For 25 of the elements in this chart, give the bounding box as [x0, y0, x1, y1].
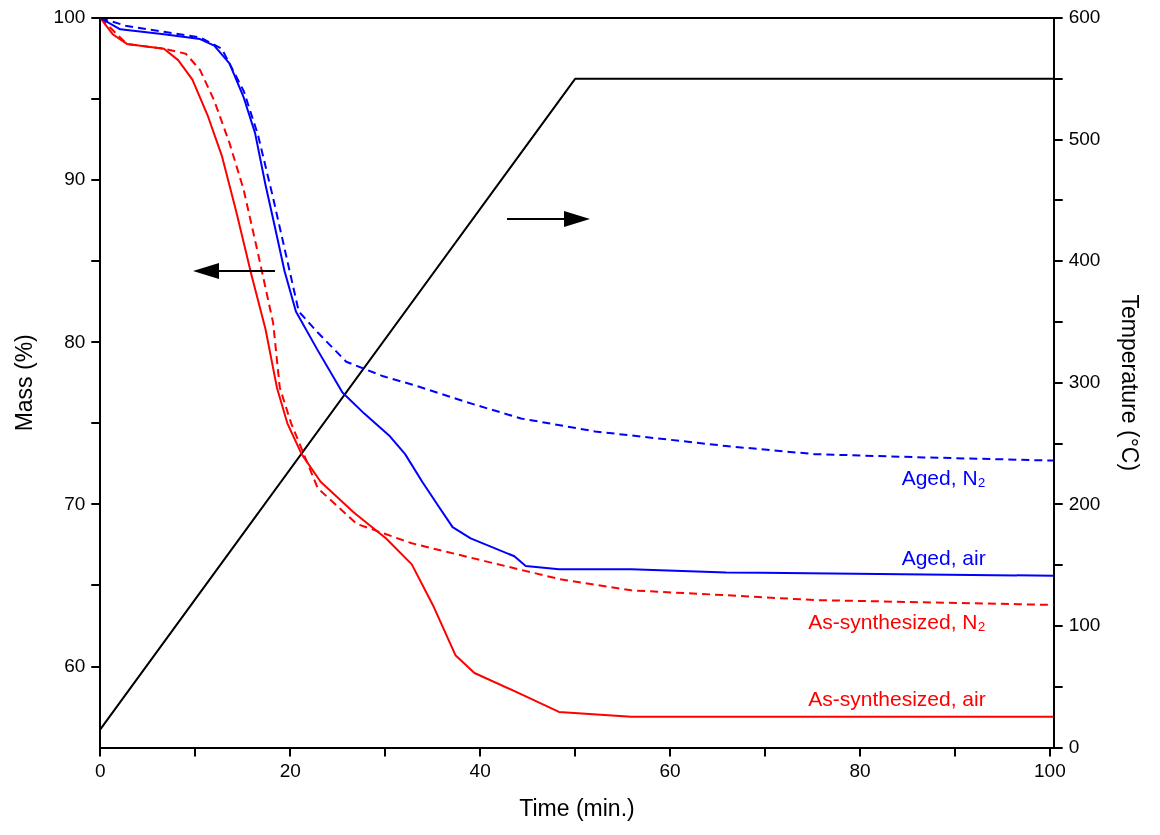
x-tick-label: 60 — [659, 760, 681, 782]
x-tick-label: 0 — [95, 760, 106, 782]
y2-tick-label: 600 — [1068, 6, 1101, 28]
x-axis-title: Time (min.) — [519, 794, 635, 821]
y-tick-label: 70 — [64, 492, 86, 514]
y2-tick-label: 500 — [1068, 127, 1101, 149]
series-label: As-synthesized, air — [808, 687, 986, 711]
x-tick-label: 80 — [849, 760, 871, 782]
y-tick-label: 60 — [64, 654, 86, 676]
y2-tick-label: 300 — [1068, 371, 1101, 393]
y2-tick-label: 200 — [1068, 492, 1101, 514]
y-tick-label: 100 — [53, 6, 86, 28]
x-tick-label: 20 — [279, 760, 301, 782]
x-tick-label: 100 — [1034, 760, 1066, 782]
y-tick-label: 90 — [64, 168, 86, 190]
y2-tick-label: 400 — [1068, 249, 1101, 271]
series-label: Aged, N₂ — [901, 465, 986, 489]
y-tick-label: 80 — [64, 330, 86, 352]
y2-tick-label: 0 — [1068, 735, 1080, 757]
series-label: Aged, air — [901, 546, 986, 570]
y2-axis-title: Temperature (°C) — [1116, 294, 1143, 472]
y2-tick-label: 100 — [1068, 614, 1101, 636]
y-axis-title: Mass (%) — [11, 334, 38, 432]
series-label: As-synthesized, N₂ — [808, 610, 986, 634]
x-tick-label: 40 — [469, 760, 491, 782]
